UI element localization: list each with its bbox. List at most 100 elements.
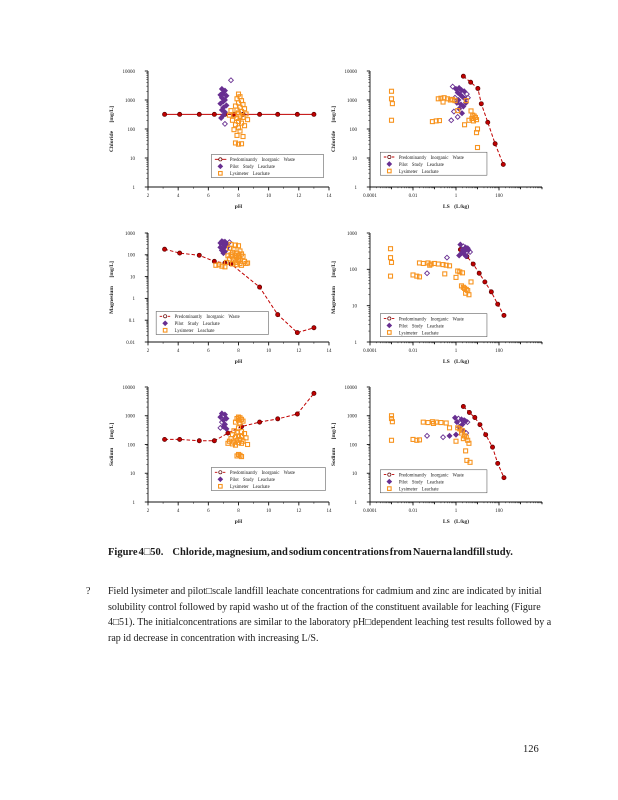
- svg-text:10: 10: [266, 509, 272, 514]
- svg-text:1: 1: [133, 501, 136, 506]
- svg-text:12: 12: [296, 349, 302, 354]
- svg-text:Lysimeter Leachate: Lysimeter Leachate: [230, 172, 270, 177]
- magnesium-vs-ph-svg: 0.01 0.1 1 10 100 1000 2 4 6 8 10 12 14 pH Magnesium […: [109, 232, 333, 365]
- svg-text:1: 1: [355, 341, 358, 346]
- svg-text:8: 8: [237, 509, 240, 514]
- svg-text:10: 10: [130, 275, 136, 280]
- svg-text:10: 10: [130, 157, 136, 162]
- svg-text:1: 1: [355, 186, 358, 191]
- svg-text:0.1: 0.1: [129, 319, 136, 324]
- svg-text:14: 14: [327, 194, 333, 199]
- svg-text:10: 10: [352, 472, 358, 477]
- svg-text:0.0001: 0.0001: [363, 509, 377, 514]
- svg-text:14: 14: [327, 509, 333, 514]
- svg-text:2: 2: [147, 509, 150, 514]
- chart-chloride-vs-ls: 1 10 100 1000 10000 0.0001 0.01 1 100 LS (L/kg) Ch…: [324, 62, 552, 220]
- svg-text:Predominantly Inorganic Waste: Predominantly Inorganic Waste: [399, 473, 464, 478]
- svg-text:Pilot Study Leachate: Pilot Study Leachate: [230, 478, 275, 483]
- svg-text:100: 100: [128, 254, 136, 259]
- svg-text:100: 100: [495, 194, 503, 199]
- figure-caption: Figure 4□50. Chloride, magnesium, and sod…: [108, 547, 538, 558]
- magnesium-vs-ls-svg: 1 10 100 1000 0.0001 0.01 1 100 LS (L/kg) Magnesi…: [331, 232, 543, 365]
- svg-text:0.01: 0.01: [409, 194, 418, 199]
- svg-text:100: 100: [350, 443, 358, 448]
- svg-text:1000: 1000: [125, 232, 136, 237]
- svg-text:Sodium [mg/L]: Sodium [mg/L]: [331, 423, 337, 466]
- svg-text:10: 10: [130, 472, 136, 477]
- svg-text:Predominantly Inorganic Waste: Predominantly Inorganic Waste: [230, 471, 295, 476]
- svg-text:Pilot Study Leachate: Pilot Study Leachate: [399, 480, 444, 485]
- svg-text:10000: 10000: [345, 386, 358, 391]
- svg-text:14: 14: [327, 349, 333, 354]
- chart-magnesium-vs-ls: 1 10 100 1000 0.0001 0.01 1 100 LS (L/kg) Magnesi…: [324, 224, 552, 375]
- svg-text:4: 4: [177, 349, 180, 354]
- svg-text:1: 1: [133, 186, 136, 191]
- svg-text:4: 4: [177, 194, 180, 199]
- svg-text:1: 1: [355, 501, 358, 506]
- svg-text:Pilot Study Leachate: Pilot Study Leachate: [399, 324, 444, 329]
- svg-text:Lysimeter Leachate: Lysimeter Leachate: [399, 331, 439, 336]
- svg-text:0.01: 0.01: [409, 509, 418, 514]
- svg-text:LS (L/kg): LS (L/kg): [443, 203, 469, 210]
- chart-sodium-vs-ls: 1 10 100 1000 10000 0.0001 0.01 1 100 LS (L/kg) So…: [324, 378, 552, 535]
- svg-text:Pilot Study Leachate: Pilot Study Leachate: [399, 163, 444, 168]
- svg-text:8: 8: [237, 194, 240, 199]
- sodium-vs-ph-svg: 1 10 100 1000 10000 2 4 6 8 10 12 14 pH Sodium [mg/L]…: [109, 386, 333, 525]
- svg-text:6: 6: [207, 194, 210, 199]
- svg-text:pH: pH: [235, 519, 243, 525]
- svg-text:pH: pH: [235, 204, 243, 210]
- svg-text:LS (L/kg): LS (L/kg): [443, 358, 469, 365]
- svg-text:1: 1: [455, 349, 458, 354]
- svg-text:4: 4: [177, 509, 180, 514]
- paragraph-text: Field lysimeter and pilot□scale landfill…: [108, 586, 552, 644]
- bullet-glyph: ?: [86, 586, 91, 597]
- body-paragraph: ? Field lysimeter and pilot□scale landfi…: [86, 584, 552, 646]
- svg-text:Predominantly Inorganic Waste: Predominantly Inorganic Waste: [399, 317, 464, 322]
- svg-text:Pilot Study Leachate: Pilot Study Leachate: [230, 165, 275, 170]
- svg-text:1: 1: [133, 297, 136, 302]
- svg-text:1000: 1000: [125, 99, 136, 104]
- svg-text:Magnesium [mg/L]: Magnesium [mg/L]: [331, 261, 337, 314]
- svg-text:10: 10: [266, 349, 272, 354]
- chloride-vs-ls-svg: 1 10 100 1000 10000 0.0001 0.01 1 100 LS (L/kg) Ch…: [331, 70, 543, 210]
- svg-text:Lysimeter Leachate: Lysimeter Leachate: [175, 329, 215, 334]
- svg-text:0.0001: 0.0001: [363, 194, 377, 199]
- chart-magnesium-vs-ph: 0.01 0.1 1 10 100 1000 2 4 6 8 10 12 14 pH Magnesium […: [102, 224, 339, 375]
- svg-text:1000: 1000: [347, 232, 358, 237]
- svg-text:Chloride [mg/L]: Chloride [mg/L]: [331, 106, 337, 152]
- svg-text:100: 100: [495, 349, 503, 354]
- svg-text:Pilot Study Leachate: Pilot Study Leachate: [175, 322, 220, 327]
- svg-text:1: 1: [455, 194, 458, 199]
- svg-text:1000: 1000: [125, 415, 136, 420]
- chart-chloride-vs-ph: 1 10 100 1000 10000 2 4 6 8 10 12 14 pH Chloride [mg/…: [102, 62, 339, 220]
- svg-text:1000: 1000: [347, 415, 358, 420]
- svg-text:100: 100: [128, 128, 136, 133]
- svg-text:6: 6: [207, 349, 210, 354]
- page-number: 126: [523, 744, 539, 755]
- svg-text:0.01: 0.01: [126, 341, 135, 346]
- svg-text:8: 8: [237, 349, 240, 354]
- svg-text:2: 2: [147, 349, 150, 354]
- svg-text:0.01: 0.01: [409, 349, 418, 354]
- svg-text:100: 100: [350, 128, 358, 133]
- chart-sodium-vs-ph: 1 10 100 1000 10000 2 4 6 8 10 12 14 pH Sodium [mg/L]…: [102, 378, 339, 535]
- svg-text:Chloride [mg/L]: Chloride [mg/L]: [109, 106, 115, 152]
- svg-text:10: 10: [266, 194, 272, 199]
- svg-text:100: 100: [128, 443, 136, 448]
- figure-caption-text: Chloride, magnesium, and sodium concentr…: [172, 547, 513, 558]
- svg-text:Lysimeter Leachate: Lysimeter Leachate: [399, 170, 439, 175]
- svg-text:10: 10: [352, 304, 358, 309]
- svg-text:100: 100: [495, 509, 503, 514]
- svg-text:Lysimeter Leachate: Lysimeter Leachate: [399, 487, 439, 492]
- svg-text:1000: 1000: [347, 99, 358, 104]
- svg-text:2: 2: [147, 194, 150, 199]
- svg-text:Sodium [mg/L]: Sodium [mg/L]: [109, 423, 115, 466]
- svg-text:Lysimeter Leachate: Lysimeter Leachate: [230, 485, 270, 490]
- chloride-vs-ph-svg: 1 10 100 1000 10000 2 4 6 8 10 12 14 pH Chloride [mg/…: [109, 70, 333, 210]
- svg-text:10000: 10000: [345, 70, 358, 75]
- svg-text:Predominantly Inorganic Waste: Predominantly Inorganic Waste: [175, 315, 240, 320]
- svg-text:pH: pH: [235, 359, 243, 365]
- svg-text:10000: 10000: [123, 70, 136, 75]
- svg-text:Magnesium [mg/L]: Magnesium [mg/L]: [109, 261, 115, 314]
